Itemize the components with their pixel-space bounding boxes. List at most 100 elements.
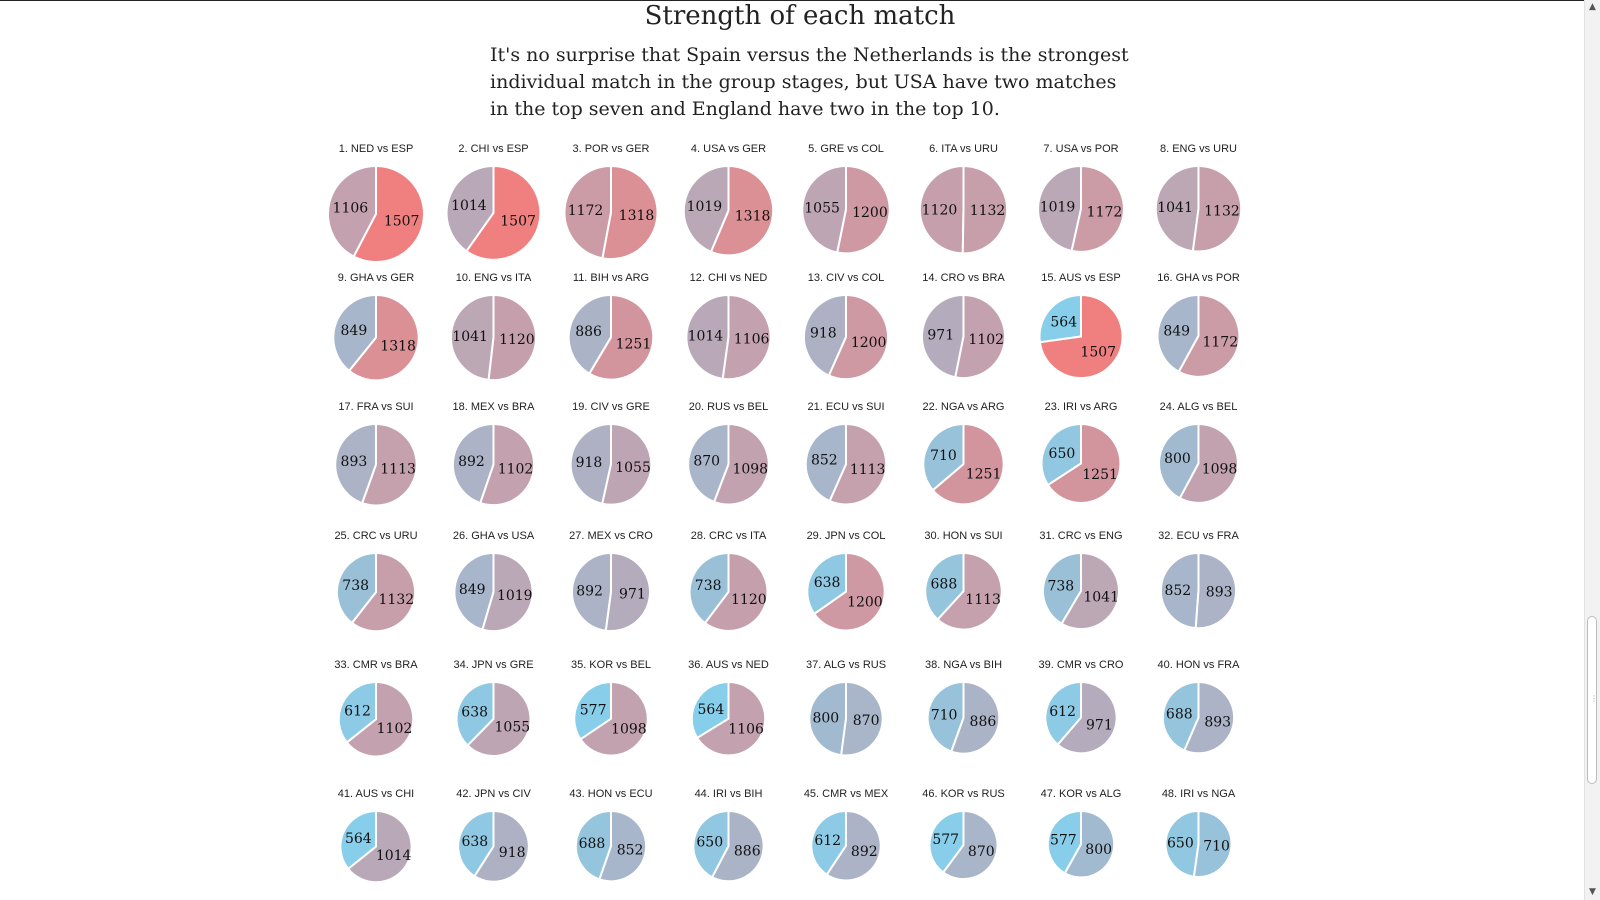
pie-slice-team2 <box>1056 680 1118 755</box>
match-pie: 18. MEX vs BRA 892 1102 <box>451 401 536 507</box>
match-pie: 46. KOR vs RUS 577 870 <box>922 788 1005 881</box>
pie-value-team1: 650 <box>696 834 723 850</box>
pie-title: 35. KOR vs BEL <box>571 659 651 671</box>
pie-slice-team1 <box>687 422 730 504</box>
pie-value-team1: 710 <box>930 448 957 464</box>
pie-title: 16. GHA vs POR <box>1157 272 1240 284</box>
pie-slice-team1 <box>1037 164 1082 253</box>
pie-slice-team1 <box>334 422 377 505</box>
pie-value-team2: 893 <box>1206 584 1233 600</box>
pie-slice-team1 <box>920 293 965 379</box>
match-pie: 30. HON vs SUI 688 1113 <box>924 530 1003 631</box>
pie-value-team1: 564 <box>698 702 725 718</box>
pie-title: 3. POR vs GER <box>572 143 649 155</box>
pie-value-team1: 918 <box>576 455 603 471</box>
pie-slice-team2 <box>346 809 413 884</box>
pie-slice-team1 <box>1164 809 1200 878</box>
pie-value-team1: 738 <box>342 578 369 594</box>
pie-slice-team2 <box>588 293 655 381</box>
pie-value-team2: 1132 <box>1204 203 1240 219</box>
pie-value-team2: 1055 <box>495 720 531 736</box>
pie-slice-team2 <box>473 809 530 883</box>
pie-value-team2: 1318 <box>380 338 416 354</box>
pie-value-team2: 1507 <box>500 214 536 230</box>
pie-title: 29. JPN vs COL <box>807 530 886 542</box>
match-pie: 26. GHA vs USA 849 1019 <box>453 530 535 633</box>
pie-slice-team2 <box>836 164 891 255</box>
pie-slice-team1 <box>569 422 612 505</box>
pie-value-team2: 1113 <box>850 462 886 478</box>
pie-slice-team1 <box>1038 293 1082 344</box>
pie-slice-team2 <box>481 551 534 633</box>
pie-slice-team1 <box>449 293 495 382</box>
pie-title: 23. IRI vs ARG <box>1045 401 1118 413</box>
pie-title: 2. CHI vs ESP <box>458 143 528 155</box>
pie-slice-team2 <box>931 422 1005 506</box>
pie-slice-team1 <box>1154 164 1200 253</box>
match-pie: 27. MEX vs CRO 892 971 <box>569 530 653 633</box>
pie-title: 34. JPN vs GRE <box>453 659 533 671</box>
pie-slice-team2 <box>721 293 772 381</box>
pie-value-team1: 1014 <box>688 329 724 345</box>
pie-value-team1: 738 <box>1047 578 1074 594</box>
pie-title: 15. AUS vs ESP <box>1041 272 1120 284</box>
pie-slice-team2 <box>1060 551 1121 631</box>
pie-value-team2: 1251 <box>616 336 652 352</box>
pie-title: 18. MEX vs BRA <box>453 401 536 413</box>
match-pie: 17. FRA vs SUI 893 1113 <box>334 401 418 507</box>
pie-value-team1: 892 <box>576 584 603 600</box>
pie-slice-team1 <box>573 680 612 741</box>
match-pie: 21. ECU vs SUI 852 1113 <box>804 401 888 506</box>
pie-title: 41. AUS vs CHI <box>338 788 414 800</box>
pie-slice-team1 <box>688 551 730 625</box>
pie-slice-team2 <box>961 164 1009 255</box>
pie-title: 11. BIH vs ARG <box>573 272 649 284</box>
pie-value-team1: 688 <box>579 836 606 852</box>
pie-title: 20. RUS vs BEL <box>689 401 768 413</box>
pie-value-team1: 1041 <box>452 329 488 345</box>
pie-slice-team2 <box>465 164 542 261</box>
up-arrow-icon[interactable]: ▲ <box>1589 2 1596 12</box>
pie-value-team1: 650 <box>1049 446 1076 462</box>
match-pie: 31. CRC vs ENG 738 1041 <box>1039 530 1123 631</box>
pie-title: 26. GHA vs USA <box>453 530 535 542</box>
pie-slice-team2 <box>604 551 652 633</box>
pie-value-team2: 971 <box>619 586 646 602</box>
pie-value-team1: 800 <box>1164 451 1191 467</box>
pie-title: 27. MEX vs CRO <box>569 530 653 542</box>
pie-value-team2: 870 <box>968 844 995 860</box>
scrollbar-thumb[interactable]: ⋮ <box>1587 616 1598 784</box>
match-pie: 48. IRI vs NGA 650 710 <box>1162 788 1236 878</box>
pie-slice-team2 <box>1046 422 1122 504</box>
match-pie: 3. POR vs GER 1172 1318 <box>563 143 659 260</box>
pie-title: 40. HON vs FRA <box>1158 659 1241 671</box>
pie-title: 10. ENG vs ITA <box>456 272 532 284</box>
pie-slice-team1 <box>337 680 377 744</box>
pie-value-team2: 892 <box>851 844 878 860</box>
pie-value-team2: 893 <box>1204 715 1231 731</box>
match-pie: 37. ALG vs RUS 800 870 <box>806 659 886 757</box>
pie-value-team1: 1055 <box>804 200 840 216</box>
pie-value-team2: 886 <box>734 844 761 860</box>
pie-value-team1: 849 <box>341 323 368 339</box>
pie-value-team2: 1019 <box>497 588 533 604</box>
pie-slice-team2 <box>350 551 417 633</box>
pie-value-team2: 1172 <box>1202 335 1238 351</box>
pie-slice-team2 <box>954 293 1007 380</box>
pie-slice-team2 <box>1194 551 1238 630</box>
match-pie: 29. JPN vs COL 638 1200 <box>806 530 886 632</box>
pie-value-team2: 1102 <box>498 461 534 477</box>
pie-value-team2: 1041 <box>1083 590 1119 606</box>
match-pie: 9. GHA vs GER 849 1318 <box>332 272 420 382</box>
pie-value-team2: 1507 <box>1080 344 1116 360</box>
pie-title: 17. FRA vs SUI <box>338 401 413 413</box>
pie-value-team1: 577 <box>580 702 607 718</box>
pie-slice-team1 <box>451 422 495 505</box>
pie-slice-team2 <box>347 293 420 382</box>
down-arrow-icon[interactable]: ▼ <box>1589 887 1596 897</box>
pie-slice-team2 <box>579 680 649 757</box>
vertical-scrollbar[interactable]: ▲ ⋮ ▼ <box>1584 0 1600 900</box>
pie-title: 22. NGA vs ARG <box>923 401 1005 413</box>
pie-slice-team2 <box>1191 164 1243 253</box>
